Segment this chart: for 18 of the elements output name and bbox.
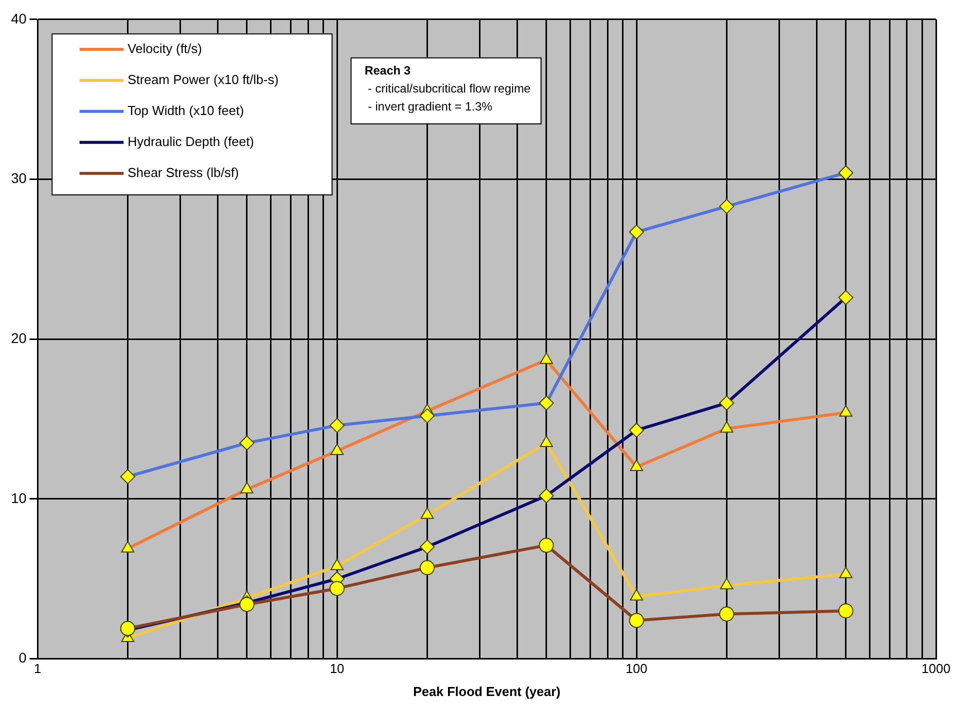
annotation: - invert gradient = 1.3% [364,100,493,114]
x-tick-label: 1000 [922,661,950,676]
y-tick-label: 40 [10,10,27,26]
x-tick-label: 1 [34,661,42,676]
annotation: Reach 3 [364,64,411,78]
y-tick-label: 10 [10,490,27,506]
legend-label: Hydraulic Depth (feet) [128,134,254,149]
x-axis-title: Peak Flood Event (year) [413,684,560,699]
x-tick-label: 100 [626,661,648,676]
y-tick-label: 30 [10,170,27,186]
legend-label: Shear Stress (lb/sf) [128,164,239,180]
x-tick-label: 10 [330,661,344,676]
annotation: - critical/subcritical flow regime [364,82,531,96]
legend-label: Stream Power (x10 ft/lb-s) [128,72,279,87]
y-tick-label: 0 [18,650,27,666]
legend-label: Velocity (ft/s) [128,40,202,56]
legend-label: Top Width (x10 feet) [128,102,244,118]
y-tick-label: 20 [10,330,27,346]
